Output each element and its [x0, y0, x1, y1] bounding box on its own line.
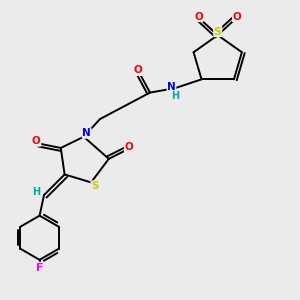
Text: N: N	[82, 128, 91, 138]
Text: O: O	[194, 12, 203, 22]
Text: S: S	[214, 27, 222, 37]
Text: O: O	[124, 142, 133, 152]
Text: S: S	[91, 181, 98, 191]
Text: O: O	[134, 65, 142, 76]
Text: F: F	[36, 263, 43, 273]
Text: H: H	[32, 187, 40, 196]
Text: N: N	[167, 82, 176, 92]
Text: O: O	[32, 136, 41, 146]
Text: O: O	[232, 12, 241, 22]
Text: H: H	[171, 92, 179, 101]
